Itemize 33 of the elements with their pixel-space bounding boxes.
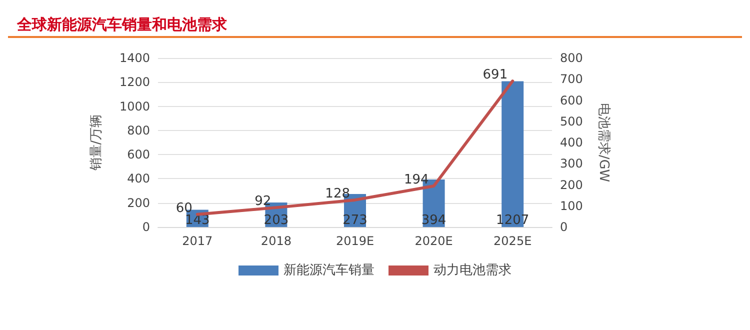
y-tick-label: 1400 [119,51,150,65]
y-axis-title: 销量/万辆 [89,114,104,172]
y2-tick-label: 700 [560,72,583,86]
data-label: 691 [482,68,508,83]
y-tick-label: 1200 [119,75,150,90]
y-tick-label: 1000 [119,99,150,114]
line-series [196,80,514,216]
y-tick-label: 200 [127,196,150,210]
y2-tick-label: 400 [560,136,583,150]
y2-tick-label: 600 [560,93,583,108]
y2-tick-label: 100 [560,198,583,213]
y-tick-label: 800 [127,123,150,138]
y2-tick-label: 800 [560,51,583,65]
x-tick-label: 2017 [182,234,213,248]
y2-tick-label: 300 [560,156,583,171]
y-tick-label: 400 [127,172,150,186]
x-tick-label: 2019E [336,234,374,248]
chart-title: 全球新能源汽车销量和电池需求 [16,16,228,34]
y-tick-label: 0 [142,220,150,234]
data-label: 128 [325,186,350,202]
y2-axis-title: 电池需求/GW [596,102,611,182]
legend-label: 新能源汽车销量 [284,263,374,278]
x-tick-label: 2025E [494,234,532,248]
x-tick-label: 2018 [260,234,292,248]
x-tick-label: 2020E [414,234,453,248]
y2-tick-label: 500 [560,114,583,128]
y-tick-label: 600 [127,148,150,162]
data-label: 194 [404,172,429,188]
legend-label: 动力电池需求 [434,263,512,278]
data-label: 60 [176,200,192,216]
y2-tick-label: 0 [560,220,568,234]
data-label: 92 [254,194,272,210]
y2-tick-label: 200 [560,178,583,192]
